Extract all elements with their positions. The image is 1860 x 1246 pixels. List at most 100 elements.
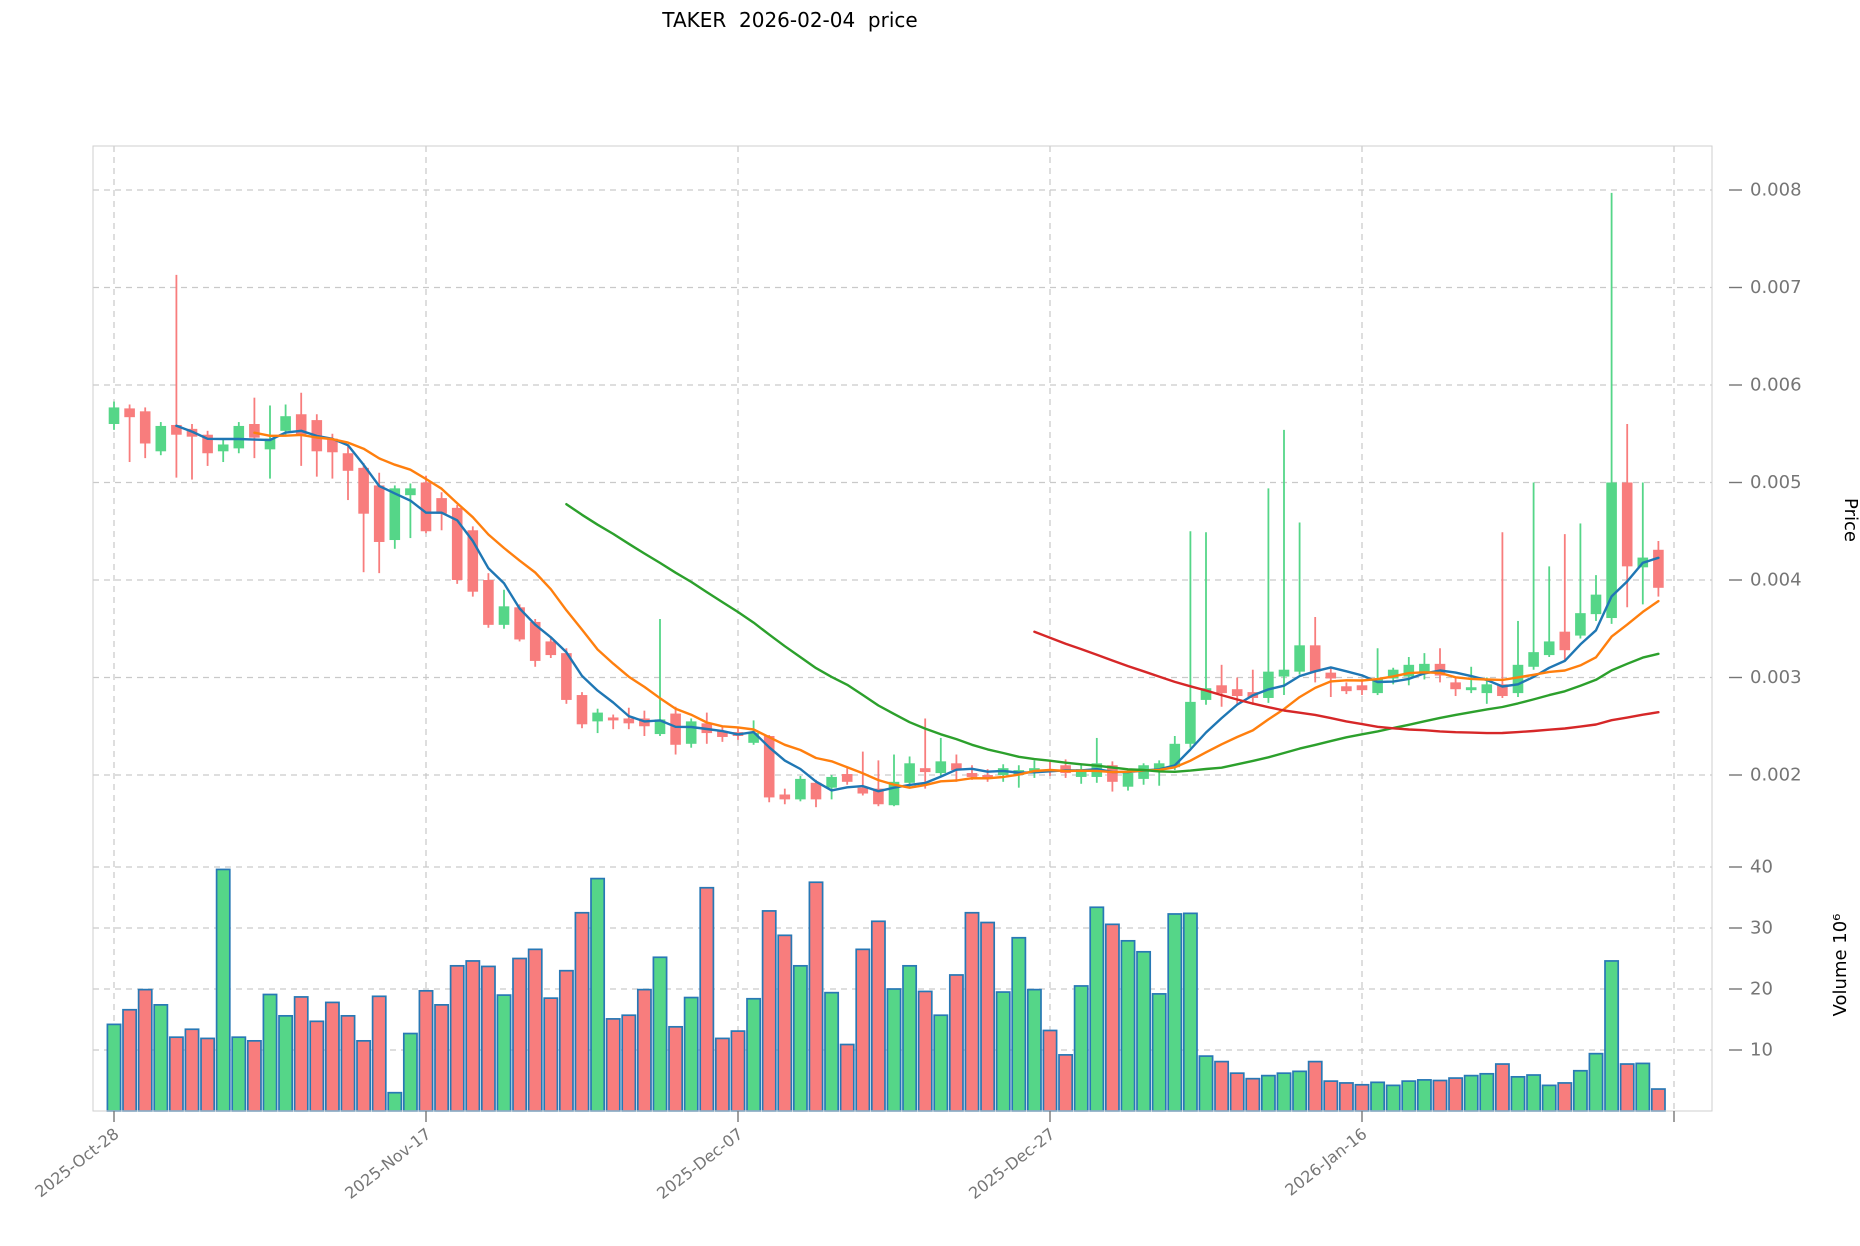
candle-body: [779, 794, 791, 800]
volume-bar: [1104, 923, 1120, 1112]
candle-body: [951, 763, 962, 771]
candle-body: [467, 530, 479, 592]
price-tick-label: 0.007: [1750, 277, 1802, 298]
candle-body: [1216, 685, 1227, 694]
candle-body: [436, 498, 447, 514]
x-tick-label: 2025-Oct-28: [31, 1124, 122, 1201]
candle-body: [155, 425, 167, 452]
candle-body: [420, 482, 432, 532]
candle-body: [1278, 669, 1290, 677]
x-tick-label: 2025-Dec-07: [653, 1124, 746, 1203]
volume-bar: [278, 1014, 294, 1112]
volume-bar: [1229, 1072, 1245, 1112]
candle-body: [1372, 678, 1383, 694]
candle-body: [576, 695, 588, 725]
volume-bar: [1588, 1052, 1604, 1112]
volume-bar: [886, 988, 902, 1112]
candle-body: [1450, 682, 1461, 690]
volume-bar: [387, 1091, 403, 1112]
volume-bar: [792, 964, 808, 1112]
candle-body: [498, 606, 510, 625]
volume-bar: [1042, 1029, 1058, 1112]
volume-bar: [1167, 913, 1183, 1112]
price-axis-title: Price: [1840, 498, 1860, 542]
volume-tick-label: 40: [1750, 857, 1773, 878]
candle-body: [342, 453, 354, 471]
candle-body: [685, 721, 697, 744]
volume-bar: [933, 1014, 949, 1112]
volume-bar: [122, 1008, 138, 1112]
volume-bar: [746, 997, 762, 1112]
volume-bar: [543, 997, 559, 1112]
candle-body: [1387, 669, 1399, 679]
volume-bar: [1292, 1070, 1308, 1112]
ma-line-ma60: [1033, 630, 1660, 735]
volume-bar: [1510, 1075, 1526, 1112]
volume-bar: [246, 1039, 262, 1112]
candle-body: [1341, 686, 1352, 692]
ma-line-ma10: [253, 431, 1660, 789]
volume-bar: [1120, 939, 1136, 1112]
candle-body: [561, 653, 572, 700]
volume-bar: [168, 1036, 184, 1112]
volume-bar: [356, 1039, 372, 1112]
candle-body: [810, 782, 822, 800]
candle-body: [1153, 763, 1165, 771]
ma-line-ma30: [565, 503, 1660, 773]
candle-body: [264, 438, 276, 450]
volume-bar: [1385, 1084, 1401, 1112]
candle-body: [857, 787, 869, 794]
volume-bar: [1650, 1088, 1666, 1112]
volume-bar: [1260, 1074, 1276, 1112]
volume-bar: [590, 877, 606, 1112]
volume-bar: [1307, 1060, 1323, 1112]
volume-axis-title: Volume 10⁶: [1830, 914, 1851, 1017]
price-tick-label: 0.003: [1750, 667, 1802, 688]
volume-bar: [917, 990, 933, 1112]
volume-bar: [1463, 1074, 1479, 1112]
candle-body: [1621, 482, 1633, 567]
volume-bar: [184, 1028, 200, 1112]
candle-body: [514, 607, 525, 640]
chart-title: TAKER 2026-02-04 price: [662, 8, 918, 32]
volume-bar: [293, 996, 309, 1112]
volume-bar: [839, 1043, 855, 1112]
volume-bar: [1276, 1072, 1292, 1112]
candle-body: [763, 736, 775, 798]
candle-body: [919, 768, 931, 773]
volume-bar: [1572, 1069, 1588, 1112]
volume-bar: [1619, 1063, 1635, 1112]
volume-bar: [106, 1023, 122, 1112]
volume-bar: [558, 969, 574, 1112]
candle-body: [795, 778, 806, 800]
price-tick-label: 0.006: [1750, 375, 1802, 396]
volume-bar: [605, 1018, 621, 1112]
volume-bar: [231, 1036, 247, 1112]
volume-bar: [465, 960, 481, 1112]
candle-body: [1107, 765, 1118, 782]
candle-body: [249, 424, 260, 438]
candle-body: [888, 781, 900, 806]
volume-bar: [1323, 1080, 1339, 1112]
volume-bar: [777, 934, 793, 1112]
candle-body: [935, 761, 947, 774]
price-tick-label: 0.002: [1750, 765, 1802, 786]
volume-bar: [1401, 1080, 1417, 1112]
candle-body: [389, 488, 401, 541]
volume-bar: [1182, 912, 1198, 1112]
candle-body: [670, 713, 681, 745]
candle-body: [217, 444, 229, 452]
candle-body: [1185, 701, 1196, 744]
candle-body: [1263, 671, 1274, 698]
candle-body: [108, 407, 120, 424]
volume-bar: [668, 1025, 684, 1112]
volume-bar: [418, 989, 434, 1112]
candle-body: [904, 763, 915, 783]
ma-line-ma5: [175, 424, 1660, 793]
volume-bar: [1198, 1055, 1214, 1112]
volume-bar: [652, 956, 668, 1112]
volume-bar: [402, 1032, 418, 1112]
candle-body: [405, 488, 416, 496]
x-tick-label: 2026-Jan-16: [1281, 1124, 1370, 1199]
